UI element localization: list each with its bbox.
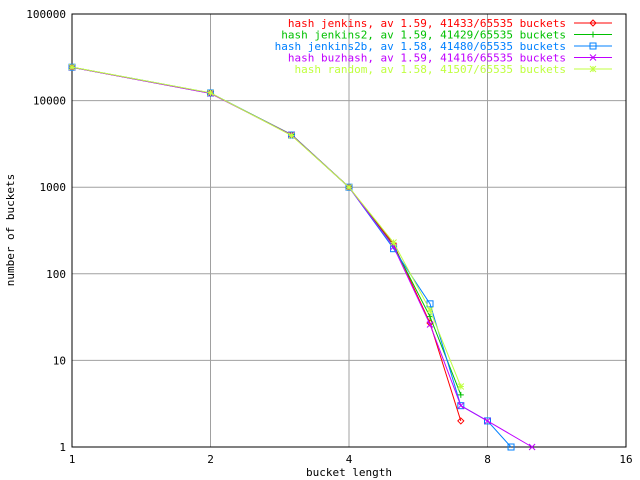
y-tick-label: 100 [46, 268, 66, 281]
data-point [426, 306, 434, 314]
legend: hash jenkins, av 1.59, 41433/65535 bucke… [275, 17, 612, 76]
legend-entry: hash buzhash, av 1.59, 41416/65535 bucke… [288, 52, 612, 65]
y-axis-label: number of buckets [4, 174, 17, 287]
legend-label: hash jenkins2, av 1.59, 41429/65535 buck… [281, 29, 566, 42]
plot-frame [71, 13, 627, 448]
axis-ticks: 1 2 4 8 16 1 10 100 1000 10000 100000 [26, 8, 632, 466]
legend-label: hash random, av 1.58, 41507/65535 bucket… [294, 63, 566, 76]
series-4 [68, 64, 536, 451]
x-tick-label: 4 [346, 453, 353, 466]
x-tick-label: 8 [484, 453, 491, 466]
data-point [390, 239, 397, 246]
data-point [484, 417, 491, 425]
grid [72, 14, 626, 447]
legend-label: hash jenkins, av 1.59, 41433/65535 bucke… [288, 17, 566, 30]
data-point [457, 402, 465, 410]
data-point [207, 89, 214, 97]
data-point [589, 19, 597, 27]
data-point [457, 383, 465, 390]
data-point [507, 443, 515, 451]
data-point [457, 391, 464, 398]
series-5 [68, 63, 465, 390]
series-line [71, 66, 462, 387]
legend-entry: hash jenkins2, av 1.59, 41429/65535 buck… [281, 29, 612, 42]
series-3 [68, 63, 515, 451]
series-line [71, 66, 462, 422]
x-tick-label: 16 [619, 453, 632, 466]
series-1 [68, 63, 465, 425]
data-point [528, 443, 536, 451]
plot-series [68, 63, 536, 451]
x-tick-label: 2 [207, 453, 214, 466]
y-tick-label: 1000 [40, 181, 67, 194]
data-point [457, 417, 465, 425]
legend-label: hash buzhash, av 1.59, 41416/65535 bucke… [288, 52, 566, 65]
series-2 [69, 64, 464, 398]
legend-entry: hash jenkins2b, av 1.58, 41480/65535 buc… [275, 40, 612, 53]
y-tick-label: 100000 [26, 8, 66, 21]
data-point [484, 417, 491, 425]
data-point [427, 313, 434, 320]
data-point [589, 54, 597, 61]
y-tick-label: 10 [53, 354, 66, 367]
legend-entry: hash jenkins, av 1.59, 41433/65535 bucke… [288, 17, 612, 30]
data-point [68, 63, 76, 71]
y-tick-label: 10000 [33, 95, 66, 108]
data-point [589, 65, 597, 73]
series-line [71, 66, 512, 448]
y-tick-label: 1 [59, 441, 66, 454]
x-tick-label: 1 [69, 453, 76, 466]
data-point [590, 31, 596, 38]
legend-label: hash jenkins2b, av 1.58, 41480/65535 buc… [275, 40, 566, 53]
series-line [71, 66, 462, 396]
data-point [426, 321, 434, 328]
x-axis-label: bucket length [306, 466, 392, 479]
series-line [71, 66, 533, 448]
data-point [457, 402, 465, 410]
data-point [288, 132, 295, 139]
data-point [345, 183, 353, 191]
legend-entry: hash random, av 1.58, 41507/65535 bucket… [294, 63, 612, 76]
data-point [589, 42, 597, 50]
